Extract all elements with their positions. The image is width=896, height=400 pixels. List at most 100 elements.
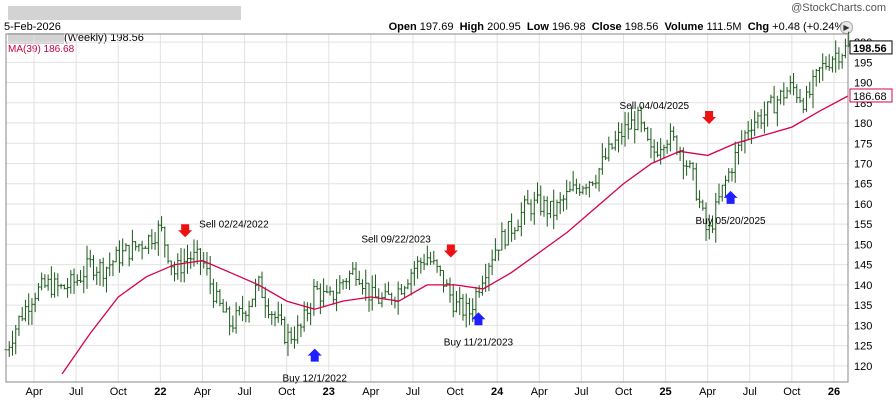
ohlc-bar: [412, 260, 416, 286]
ohlc-bar: [399, 283, 403, 295]
ohlc-bar: [584, 183, 588, 195]
ohlc-bar: [143, 245, 147, 249]
ohlc-bar: [79, 270, 83, 283]
ohlc-bar: [153, 232, 157, 250]
ohlc-bar: [69, 270, 73, 294]
ohlc-bar: [613, 130, 617, 151]
ohlc-bar: [801, 97, 805, 114]
ohlc-bar: [617, 122, 621, 153]
ohlc-bar: [510, 213, 514, 242]
ohlc-bar: [474, 286, 478, 319]
ohlc-bar: [315, 280, 319, 291]
ohlc-bar: [270, 311, 274, 325]
x-tick-label: 23: [323, 386, 335, 398]
ohlc-bar: [98, 258, 102, 286]
ohlc-bar: [497, 249, 501, 261]
ohlc-bar: [487, 262, 491, 292]
ohlc-bar: [305, 302, 309, 322]
ohlc-bar: [283, 316, 287, 345]
x-tick-label: Jul: [574, 386, 588, 398]
ohlc-bar: [49, 266, 53, 298]
ohlc-bar: [519, 202, 523, 237]
last-ma-tag: 186.68: [849, 88, 893, 103]
ohlc-bar: [309, 302, 313, 326]
annotations-layer: Sell 02/24/2022 Buy 12/1/2022 Sell 09/22/2…: [178, 101, 766, 385]
last-price-tag: 198.56: [849, 40, 893, 55]
ma-layer: [61, 95, 849, 375]
ohlc-bar: [600, 143, 604, 175]
ohlc-bar: [782, 82, 786, 106]
ohlc-bar: [88, 249, 92, 268]
ohlc-bar: [597, 167, 601, 192]
grid-layer: [6, 34, 848, 382]
ohlc-bar: [808, 81, 812, 99]
up-arrow-icon: [723, 190, 738, 204]
ohlc-bar: [805, 85, 809, 112]
down-arrow-icon: [443, 244, 458, 258]
ohlc-bar: [163, 226, 167, 258]
ohlc-bar: [422, 253, 426, 271]
ohlc-bar: [276, 301, 280, 323]
ohlc-bar: [247, 300, 251, 323]
ohlc-bar: [169, 260, 173, 276]
ohlc-bar: [56, 273, 60, 297]
ohlc-bar: [623, 111, 627, 147]
ohlc-bar: [516, 219, 520, 232]
ohlc-bar: [114, 246, 118, 263]
ohlc-bar: [827, 54, 831, 71]
ohlc-bar: [156, 220, 160, 256]
ohlc-bar: [688, 160, 692, 169]
signal-label: Buy 11/21/2023: [444, 337, 514, 348]
ohlc-bar: [523, 195, 527, 225]
ohlc-bar: [665, 139, 669, 154]
ohlc-bar: [318, 283, 322, 315]
ohlc-bar: [759, 108, 763, 129]
ohlc-bar: [92, 255, 96, 281]
ohlc-bar: [211, 278, 215, 308]
ohlc-bar: [824, 56, 828, 70]
ohlc-bar: [361, 279, 365, 295]
ohlc-bar: [652, 139, 656, 162]
ohlc-bar: [811, 69, 815, 109]
ohlc-bar: [111, 260, 115, 277]
ohlc-readout: Open 197.69 High 200.95 Low 196.98 Close…: [388, 21, 848, 33]
ohlc-bar: [565, 179, 569, 210]
ohlc-bar: [228, 306, 232, 336]
ohlc-bar: [720, 184, 724, 202]
low-value: 196.98: [551, 21, 586, 33]
ohlc-bar: [416, 256, 420, 279]
ohlc-bar: [506, 220, 510, 246]
ohlc-bar: [694, 162, 698, 201]
ohlc-bar: [263, 287, 267, 318]
ohlc-bar: [273, 311, 277, 327]
ohlc-bar: [429, 251, 433, 265]
ohlc-bar: [354, 262, 358, 287]
ohlc-bar: [117, 240, 121, 273]
ohlc-bar: [821, 53, 825, 81]
ohlc-bar: [33, 292, 37, 313]
x-tick-label: Oct: [110, 386, 127, 398]
ohlc-bar: [377, 288, 381, 305]
x-tick-label: 25: [659, 386, 671, 398]
ohlc-bar: [137, 243, 141, 252]
ohlc-bar: [480, 275, 484, 296]
ohlc-bar: [574, 178, 578, 194]
chg-value: +0.48 (+0.24%): [772, 21, 848, 33]
symbol-title-redacted: [8, 6, 241, 20]
ohlc-bar: [500, 222, 504, 251]
ohlc-bar: [795, 84, 799, 103]
ohlc-bar: [548, 200, 552, 219]
ohlc-bar: [30, 298, 34, 325]
ohlc-bar: [234, 302, 238, 334]
ohlc-bar: [817, 67, 821, 84]
ohlc-bar: [370, 275, 374, 311]
y-tick-label: 180: [854, 118, 872, 130]
ohlc-bar: [406, 279, 410, 290]
ohlc-bar: [409, 268, 413, 296]
ohlc-bar: [182, 248, 186, 283]
ohlc-bar: [27, 293, 31, 326]
ohlc-bar: [296, 315, 300, 344]
ohlc-bar: [723, 175, 727, 198]
ohlc-bar: [552, 189, 556, 230]
buy-signal: Buy 05/20/2025: [696, 190, 766, 227]
